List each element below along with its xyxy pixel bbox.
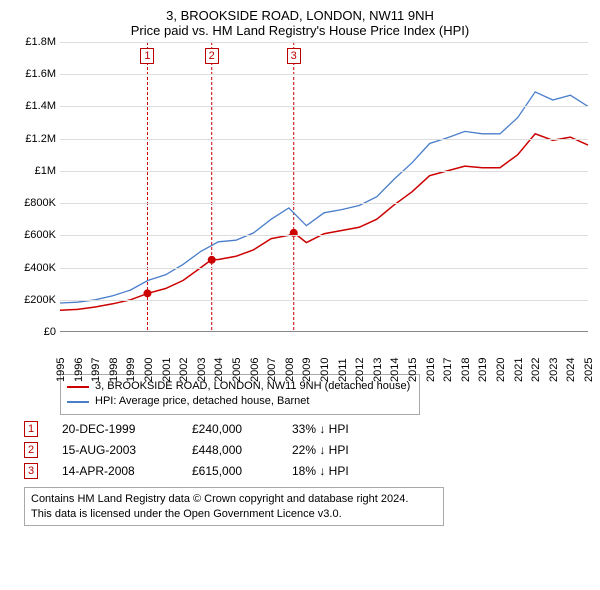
- y-tick-label: £1.2M: [25, 133, 56, 145]
- title-subtitle: Price paid vs. HM Land Registry's House …: [12, 23, 588, 38]
- x-tick-label: 2019: [477, 358, 489, 382]
- legend-label: HPI: Average price, detached house, Barn…: [95, 394, 309, 409]
- x-tick-label: 2021: [513, 358, 525, 382]
- x-tick-label: 1997: [90, 358, 102, 382]
- x-tick-label: 2012: [354, 358, 366, 382]
- y-tick-label: £1.8M: [25, 36, 56, 48]
- footnote: Contains HM Land Registry data © Crown c…: [24, 487, 444, 527]
- x-tick-label: 2025: [583, 358, 595, 382]
- plot-area: 1 2 3: [60, 42, 588, 332]
- grid-line: [60, 42, 588, 43]
- x-tick-label: 2006: [249, 358, 261, 382]
- transaction-diff: 22% ↓ HPI: [292, 443, 392, 457]
- grid-line: [60, 74, 588, 75]
- x-tick-label: 2015: [407, 358, 419, 382]
- chart-container: 3, BROOKSIDE ROAD, LONDON, NW11 9NH Pric…: [0, 0, 600, 536]
- x-tick-label: 1996: [73, 358, 85, 382]
- x-tick-label: 2020: [495, 358, 507, 382]
- transaction-marker: 1: [24, 421, 38, 437]
- transaction-marker: 2: [24, 442, 38, 458]
- transaction-row: 1 20-DEC-1999 £240,000 33% ↓ HPI: [24, 421, 588, 437]
- x-axis: 1995199619971998199920002001200220032004…: [60, 332, 588, 372]
- x-tick-label: 2000: [143, 358, 155, 382]
- x-tick-label: 2004: [213, 358, 225, 382]
- title-address: 3, BROOKSIDE ROAD, LONDON, NW11 9NH: [12, 8, 588, 23]
- grid-line: [60, 106, 588, 107]
- transaction-row: 2 15-AUG-2003 £448,000 22% ↓ HPI: [24, 442, 588, 458]
- footnote-line: Contains HM Land Registry data © Crown c…: [31, 492, 437, 507]
- legend-item: HPI: Average price, detached house, Barn…: [67, 394, 413, 409]
- y-tick-label: £400K: [24, 262, 56, 274]
- transaction-price: £240,000: [192, 422, 292, 436]
- x-tick-label: 2005: [231, 358, 243, 382]
- x-tick-label: 2010: [319, 358, 331, 382]
- transaction-diff: 33% ↓ HPI: [292, 422, 392, 436]
- x-tick-label: 2001: [161, 358, 173, 382]
- x-tick-label: 2018: [460, 358, 472, 382]
- transaction-date: 14-APR-2008: [62, 464, 192, 478]
- y-tick-label: £1.6M: [25, 68, 56, 80]
- y-tick-label: £1M: [35, 165, 56, 177]
- y-tick-label: £600K: [24, 229, 56, 241]
- y-tick-label: £0: [44, 326, 56, 338]
- x-tick-label: 2017: [442, 358, 454, 382]
- transaction-marker: 3: [24, 463, 38, 479]
- y-axis: £0£200K£400K£600K£800K£1M£1.2M£1.4M£1.6M…: [12, 42, 60, 332]
- transaction-date: 15-AUG-2003: [62, 443, 192, 457]
- x-tick-label: 2013: [372, 358, 384, 382]
- grid-line: [60, 139, 588, 140]
- grid-line: [60, 203, 588, 204]
- x-tick-label: 2024: [565, 358, 577, 382]
- marker-label: 2: [205, 48, 219, 64]
- y-tick-label: £800K: [24, 197, 56, 209]
- marker-dot: [143, 289, 151, 297]
- marker-label: 3: [287, 48, 301, 64]
- series-line: [60, 92, 588, 303]
- transaction-price: £448,000: [192, 443, 292, 457]
- x-tick-label: 2008: [284, 358, 296, 382]
- title-block: 3, BROOKSIDE ROAD, LONDON, NW11 9NH Pric…: [12, 8, 588, 38]
- x-tick-label: 2016: [425, 358, 437, 382]
- transaction-row: 3 14-APR-2008 £615,000 18% ↓ HPI: [24, 463, 588, 479]
- x-tick-label: 2003: [196, 358, 208, 382]
- x-tick-label: 1999: [125, 358, 137, 382]
- transaction-date: 20-DEC-1999: [62, 422, 192, 436]
- marker-label: 1: [140, 48, 154, 64]
- transaction-price: £615,000: [192, 464, 292, 478]
- chart-svg: [60, 42, 588, 332]
- legend-swatch: [67, 386, 89, 388]
- grid-line: [60, 171, 588, 172]
- grid-line: [60, 300, 588, 301]
- x-tick-label: 2023: [548, 358, 560, 382]
- marker-dot: [208, 256, 216, 264]
- y-tick-label: £200K: [24, 294, 56, 306]
- x-tick-label: 2002: [178, 358, 190, 382]
- transaction-table: 1 20-DEC-1999 £240,000 33% ↓ HPI 2 15-AU…: [24, 421, 588, 479]
- y-tick-label: £1.4M: [25, 100, 56, 112]
- footnote-line: This data is licensed under the Open Gov…: [31, 507, 437, 522]
- grid-line: [60, 268, 588, 269]
- x-tick-label: 1995: [55, 358, 67, 382]
- x-tick-label: 2022: [530, 358, 542, 382]
- transaction-diff: 18% ↓ HPI: [292, 464, 392, 478]
- x-tick-label: 2014: [389, 358, 401, 382]
- x-tick-label: 1998: [108, 358, 120, 382]
- grid-line: [60, 235, 588, 236]
- legend-swatch: [67, 401, 89, 403]
- x-tick-label: 2011: [337, 358, 349, 382]
- series-line: [60, 134, 588, 310]
- x-tick-label: 2007: [266, 358, 278, 382]
- x-tick-label: 2009: [301, 358, 313, 382]
- chart-area: £0 £200K £400K £600K £800K £1M £1.2M £1.4M £1.6M…: [12, 42, 588, 372]
